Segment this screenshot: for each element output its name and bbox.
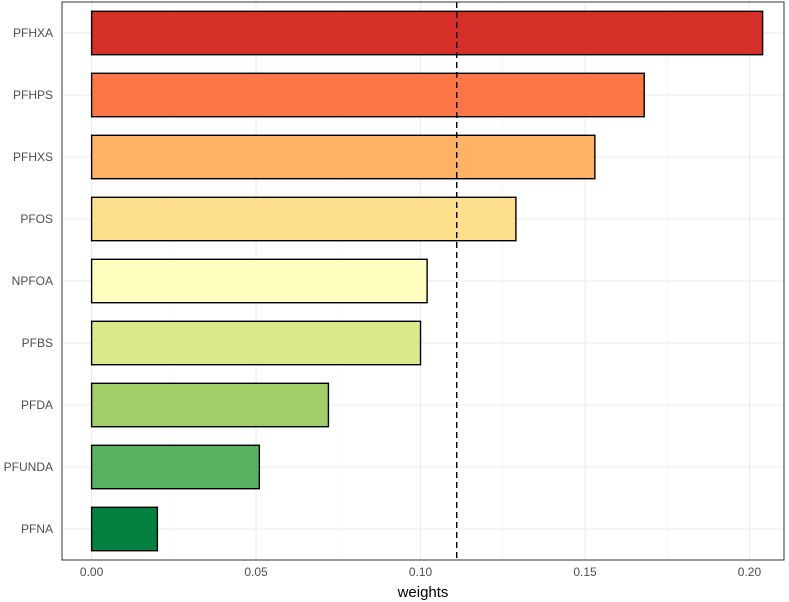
panel-border xyxy=(61,1,785,561)
bar-npfoa xyxy=(90,258,428,304)
x-tick-label: 0.20 xyxy=(738,565,762,579)
x-tick-label: 0.00 xyxy=(80,565,104,579)
bar-pfhxa xyxy=(90,10,764,56)
y-tick-label: PFHXS xyxy=(13,150,53,164)
y-tick-label: PFDA xyxy=(21,398,53,412)
bar-pfhxs xyxy=(90,134,596,180)
x-axis-title: weights xyxy=(397,584,449,601)
y-tick-label: PFUNDA xyxy=(4,460,53,474)
x-axis-labels: 0.00 0.05 0.10 0.15 0.20 xyxy=(80,565,762,579)
x-tick-label: 0.15 xyxy=(573,565,597,579)
bar-pfda xyxy=(90,382,330,428)
bars xyxy=(90,10,764,552)
x-tick-label: 0.05 xyxy=(244,565,268,579)
y-tick-label: PFHPS xyxy=(13,88,53,102)
bar-pfunda xyxy=(90,444,261,490)
y-tick-label: PFNA xyxy=(21,522,53,536)
y-tick-label: PFBS xyxy=(22,336,53,350)
bar-pfos xyxy=(90,196,517,242)
y-axis-labels: PFHXA PFHPS PFHXS PFOS NPFOA PFBS PFDA PFUNDA PF… xyxy=(4,26,53,536)
y-tick-label: PFHXA xyxy=(13,26,53,40)
y-tick-label: NPFOA xyxy=(12,274,53,288)
bar-pfhps xyxy=(90,72,645,118)
y-tick-label: PFOS xyxy=(20,212,53,226)
bar-pfna xyxy=(90,506,159,552)
x-tick-label: 0.10 xyxy=(409,565,433,579)
bar-pfbs xyxy=(90,320,422,366)
